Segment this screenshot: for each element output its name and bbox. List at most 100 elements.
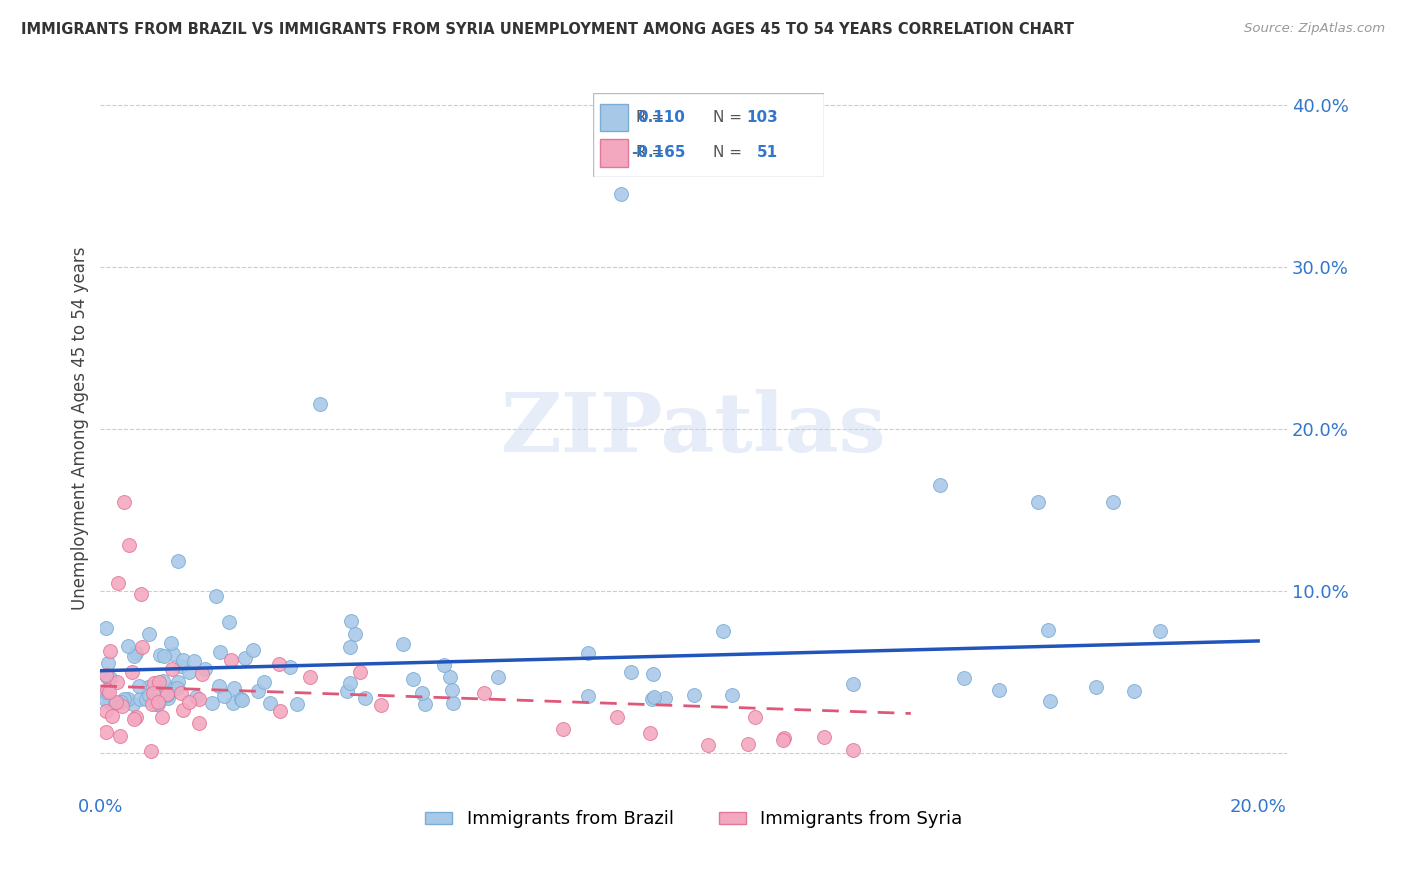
- Point: [101, 709, 124, 723]
- Point: [183, 654, 205, 668]
- Point: [172, 653, 194, 667]
- Point: [259, 696, 281, 710]
- Point: [253, 674, 276, 689]
- Point: [122, 697, 145, 711]
- Point: [141, 697, 163, 711]
- Point: [135, 692, 157, 706]
- Point: [553, 722, 575, 736]
- Text: ZIPatlas: ZIPatlas: [501, 389, 886, 468]
- Point: [156, 688, 179, 702]
- Point: [1102, 494, 1125, 508]
- Point: [231, 693, 253, 707]
- Point: [155, 688, 177, 702]
- Point: [188, 692, 211, 706]
- Point: [343, 626, 366, 640]
- Point: [98, 685, 121, 699]
- Point: [218, 615, 240, 629]
- Point: [142, 676, 165, 690]
- Point: [118, 538, 141, 552]
- Point: [411, 686, 433, 700]
- Point: [1123, 683, 1146, 698]
- Point: [162, 681, 184, 696]
- Point: [208, 645, 231, 659]
- Point: [336, 684, 359, 698]
- Point: [711, 624, 734, 638]
- Point: [242, 642, 264, 657]
- Point: [149, 648, 172, 663]
- Point: [125, 710, 148, 724]
- Point: [349, 665, 371, 679]
- Point: [150, 710, 173, 724]
- Point: [94, 693, 117, 707]
- Point: [813, 730, 835, 744]
- Point: [162, 663, 184, 677]
- Point: [94, 668, 117, 682]
- Y-axis label: Unemployment Among Ages 45 to 54 years: Unemployment Among Ages 45 to 54 years: [72, 247, 89, 610]
- Text: Source: ZipAtlas.com: Source: ZipAtlas.com: [1244, 22, 1385, 36]
- Point: [162, 647, 184, 661]
- Point: [441, 696, 464, 710]
- Point: [439, 670, 461, 684]
- Point: [440, 683, 463, 698]
- Point: [129, 587, 152, 601]
- Point: [96, 670, 118, 684]
- Point: [641, 692, 664, 706]
- Point: [683, 688, 706, 702]
- Point: [146, 695, 169, 709]
- Point: [170, 686, 193, 700]
- Point: [170, 659, 193, 673]
- Point: [104, 696, 127, 710]
- Point: [111, 699, 134, 714]
- Point: [110, 695, 132, 709]
- Point: [122, 649, 145, 664]
- Point: [159, 636, 181, 650]
- Point: [247, 684, 270, 698]
- Point: [166, 675, 188, 690]
- Point: [187, 715, 209, 730]
- Point: [219, 653, 242, 667]
- Point: [737, 738, 759, 752]
- Point: [117, 639, 139, 653]
- Point: [97, 656, 120, 670]
- Point: [153, 649, 176, 664]
- Point: [128, 679, 150, 693]
- Point: [128, 691, 150, 706]
- Point: [606, 710, 628, 724]
- Point: [131, 640, 153, 654]
- Point: [201, 696, 224, 710]
- Text: IMMIGRANTS FROM BRAZIL VS IMMIGRANTS FROM SYRIA UNEMPLOYMENT AMONG AGES 45 TO 54: IMMIGRANTS FROM BRAZIL VS IMMIGRANTS FRO…: [21, 22, 1074, 37]
- Point: [576, 690, 599, 704]
- Point: [339, 640, 361, 655]
- Point: [953, 671, 976, 685]
- Point: [177, 665, 200, 680]
- Point: [1039, 694, 1062, 708]
- Point: [112, 494, 135, 508]
- Point: [278, 660, 301, 674]
- Point: [148, 675, 170, 690]
- Point: [1084, 680, 1107, 694]
- Point: [156, 690, 179, 705]
- Point: [191, 666, 214, 681]
- Point: [486, 671, 509, 685]
- Point: [98, 644, 121, 658]
- Point: [233, 650, 256, 665]
- Point: [1026, 494, 1049, 508]
- Point: [114, 693, 136, 707]
- Legend: Immigrants from Brazil, Immigrants from Syria: Immigrants from Brazil, Immigrants from …: [418, 803, 970, 836]
- Point: [94, 704, 117, 718]
- Point: [269, 704, 291, 718]
- Point: [145, 693, 167, 707]
- Point: [204, 590, 226, 604]
- Point: [1149, 624, 1171, 639]
- Point: [842, 742, 865, 756]
- Point: [179, 695, 201, 709]
- Point: [138, 688, 160, 702]
- Point: [433, 658, 456, 673]
- Point: [138, 627, 160, 641]
- Point: [402, 673, 425, 687]
- Point: [576, 646, 599, 660]
- Point: [94, 724, 117, 739]
- Point: [231, 692, 253, 706]
- Point: [773, 731, 796, 745]
- Point: [172, 703, 194, 717]
